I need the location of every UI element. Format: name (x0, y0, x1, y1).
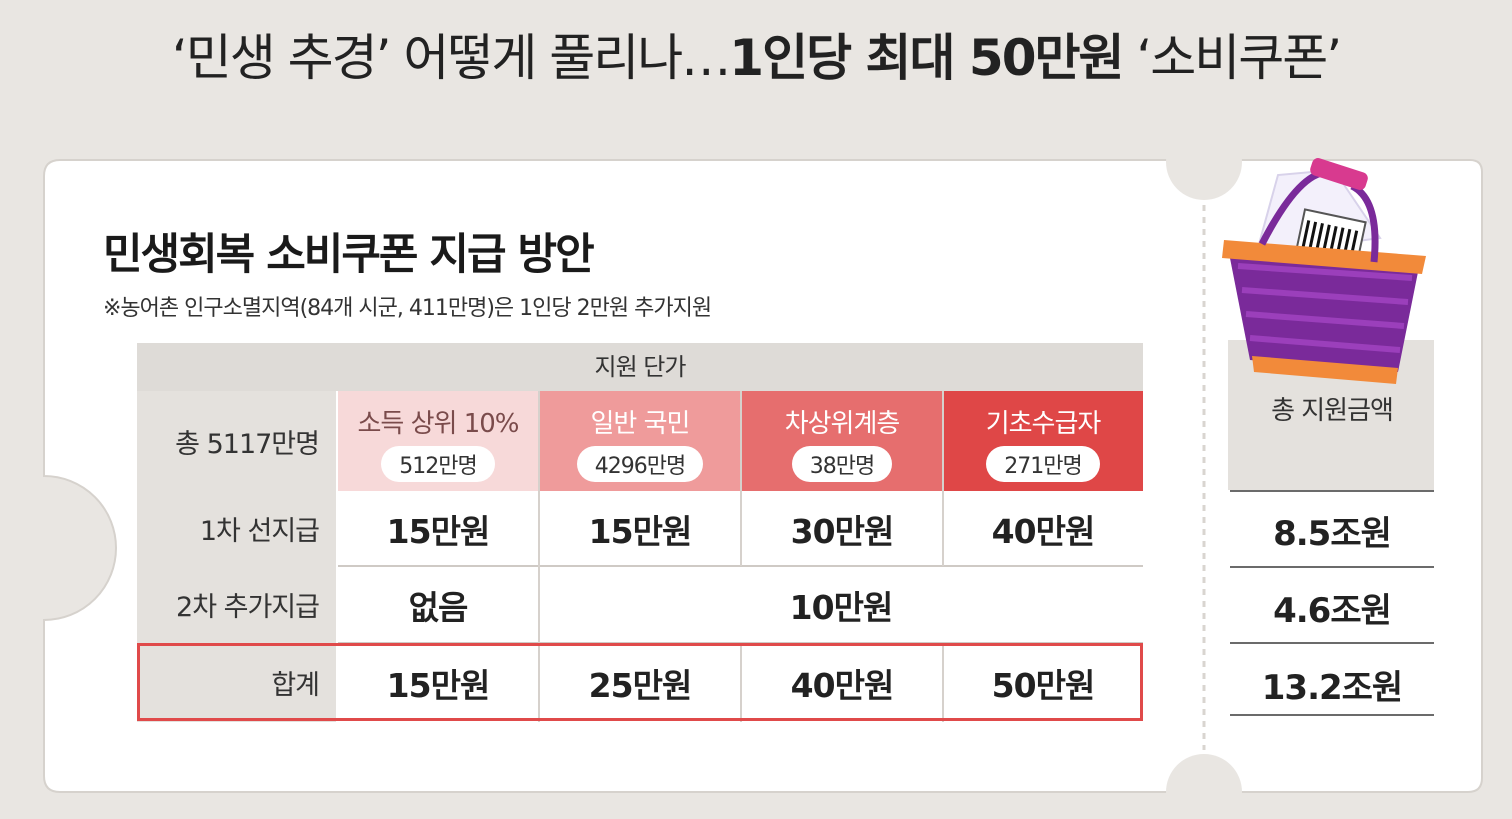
side-total-title: 총 지원금액 (1271, 396, 1394, 426)
second-payment-top10: 없음 (408, 587, 469, 627)
card-note: ※농어촌 인구소멸지역(84개 시군, 411만명)은 1인당 2만원 추가지원 (103, 296, 712, 321)
side-divider (1230, 714, 1434, 716)
group-count-pill: 38만명 (791, 445, 893, 482)
grid-line (740, 391, 742, 491)
headline-part-1: ‘민생 추경’ 어떻게 풀리나… (171, 29, 731, 87)
group-count-pill: 4296만명 (576, 445, 704, 482)
table-header: 지원 단가 (137, 343, 1143, 391)
grid-line (942, 391, 944, 491)
group-count-pill: 512만명 (381, 445, 495, 482)
subsidy-table: 지원 단가 총 5117만명 소득 상위 10% 512만명 일반 국민 429… (137, 343, 1143, 722)
grid-line (337, 565, 1143, 567)
side-total-second: 4.6조원 (1273, 591, 1392, 631)
shopping-basket-with-barcode-icon (1222, 158, 1426, 384)
sum-basic: 50만원 (991, 665, 1096, 705)
headline: ‘민생 추경’ 어떻게 풀리나…1인당 최대 50만원 ‘소비쿠폰’ (0, 18, 1512, 90)
group-name: 기초수급자 (985, 408, 1102, 439)
sum-top10: 15만원 (386, 665, 491, 705)
row-label-second: 2차 추가지급 (137, 566, 337, 643)
total-population: 총 5117만명 (175, 428, 320, 460)
group-header-general: 일반 국민 4296만명 (539, 391, 741, 491)
first-payment-general: 15만원 (588, 511, 693, 551)
grid-line (336, 391, 338, 722)
second-payment-others: 10만원 (789, 587, 894, 627)
grid-line (942, 643, 944, 722)
headline-part-3: ‘소비쿠폰’ (1122, 29, 1342, 87)
side-divider (1230, 490, 1434, 492)
sum-general: 25만원 (588, 665, 693, 705)
ticket-bottom-notch (1166, 754, 1242, 819)
group-header-near-poor: 차상위계층 38만명 (741, 391, 943, 491)
first-payment-near-poor: 30만원 (790, 511, 895, 551)
ticket-top-notch (1166, 124, 1242, 200)
group-header-basic-recipient: 기초수급자 271만명 (943, 391, 1143, 491)
group-header-top10: 소득 상위 10% 512만명 (337, 391, 539, 491)
side-total-first: 8.5조원 (1273, 514, 1392, 554)
group-name: 차상위계층 (784, 408, 901, 439)
group-name: 일반 국민 (590, 408, 691, 439)
first-payment-top10: 15만원 (386, 511, 491, 551)
side-divider (1230, 566, 1434, 568)
headline-part-2: 1인당 최대 50만원 (729, 29, 1124, 87)
first-payment-basic: 40만원 (991, 511, 1096, 551)
side-divider (1230, 642, 1434, 644)
row-label-first: 1차 선지급 (137, 491, 337, 566)
row-label-sum: 합계 (137, 643, 337, 722)
side-total-sum: 13.2조원 (1261, 668, 1403, 708)
grid-line (942, 491, 944, 566)
total-population-label: 총 5117만명 (137, 391, 337, 491)
grid-line (740, 491, 742, 566)
group-count-pill: 271만명 (986, 445, 1100, 482)
group-name: 소득 상위 10% (357, 408, 520, 439)
card-title: 민생회복 소비쿠폰 지급 방안 (103, 230, 595, 280)
sum-near-poor: 40만원 (790, 665, 895, 705)
grid-line (538, 391, 540, 722)
grid-line (740, 643, 742, 722)
